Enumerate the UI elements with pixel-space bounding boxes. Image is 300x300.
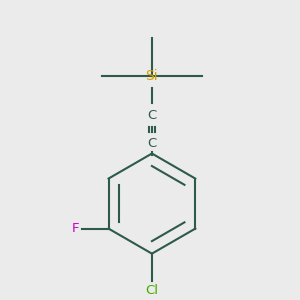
Text: C: C — [147, 137, 157, 150]
Text: Cl: Cl — [146, 284, 158, 298]
Text: F: F — [72, 222, 80, 235]
Text: Si: Si — [146, 70, 158, 83]
Text: C: C — [147, 109, 157, 122]
